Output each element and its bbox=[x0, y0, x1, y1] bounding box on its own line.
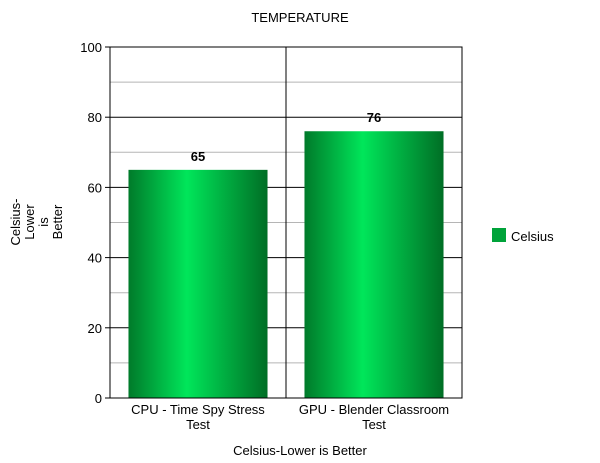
plot-frame bbox=[109, 46, 463, 399]
y-tick-label: 80 bbox=[88, 110, 102, 125]
data-labels: 65 76 bbox=[191, 110, 381, 164]
y-tick-label: 100 bbox=[80, 40, 102, 55]
y-axis-label: Celsius-LowerisBetter bbox=[8, 199, 65, 246]
bars bbox=[128, 131, 444, 399]
legend-label-celsius: Celsius bbox=[511, 229, 554, 244]
x-category-label-1: CPU - Time Spy Stress Test bbox=[131, 402, 265, 432]
data-label-2: 76 bbox=[367, 110, 381, 125]
y-tick-label: 60 bbox=[88, 180, 102, 195]
y-tick-labels: 0 20 40 60 80 100 bbox=[80, 40, 110, 406]
legend-swatch-celsius bbox=[492, 228, 506, 242]
bar-2 bbox=[304, 131, 444, 399]
data-label-1: 65 bbox=[191, 149, 205, 164]
plot-border bbox=[109, 46, 463, 399]
legend: Celsius bbox=[492, 228, 554, 244]
x-axis-label: Celsius-Lower is Better bbox=[233, 443, 367, 458]
y-tick-label: 0 bbox=[95, 391, 102, 406]
x-category-label-2: GPU - Blender Classroom Test bbox=[299, 402, 449, 432]
bar-1 bbox=[128, 169, 268, 398]
x-category-labels: CPU - Time Spy Stress Test GPU - Blender C… bbox=[131, 402, 449, 432]
y-tick-label: 20 bbox=[88, 321, 102, 336]
chart-title: TEMPERATURE bbox=[251, 10, 349, 25]
y-tick-label: 40 bbox=[88, 251, 102, 266]
